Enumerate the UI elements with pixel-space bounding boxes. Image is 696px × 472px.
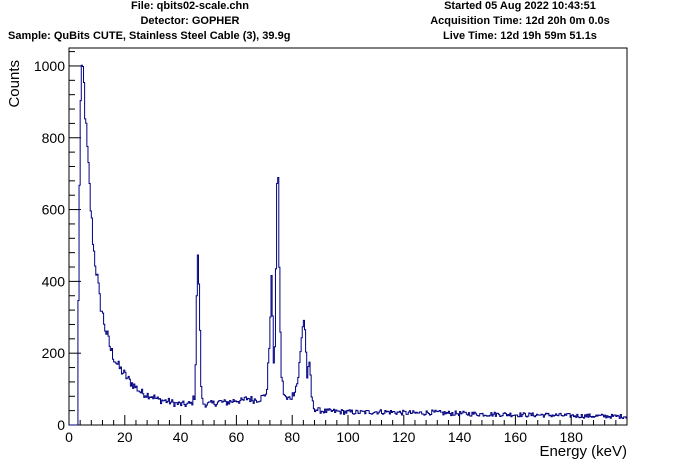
x-tick-label: 0	[65, 429, 73, 445]
x-tick-label: 100	[336, 429, 360, 445]
x-tick-label: 60	[229, 429, 245, 445]
x-tick-label: 20	[117, 429, 133, 445]
x-tick-label: 80	[284, 429, 300, 445]
y-tick-label: 400	[42, 273, 66, 289]
y-tick-label: 1000	[34, 58, 65, 74]
header-file: File: qbits02-scale.chn	[131, 0, 249, 12]
series-0-line	[69, 64, 627, 426]
header-started: Started 05 Aug 2022 10:43:51	[444, 0, 596, 12]
y-tick-label: 800	[42, 130, 66, 146]
y-tick-label: 200	[42, 345, 66, 361]
x-tick-label: 140	[448, 429, 472, 445]
header-detector: Detector: GOPHER	[140, 15, 240, 27]
x-tick-label: 160	[504, 429, 528, 445]
plot-frame	[68, 47, 628, 426]
x-axis-title: Energy (keV)	[539, 443, 627, 460]
header-sample: Sample: QuBits CUTE, Stainless Steel Cab…	[8, 30, 291, 42]
y-axis-title: Counts	[6, 60, 23, 108]
y-tick-label: 0	[57, 417, 65, 433]
x-tick-label: 120	[392, 429, 416, 445]
labels: Energy (keV) Counts	[6, 60, 627, 460]
x-tick-label: 40	[173, 429, 189, 445]
series-layer	[69, 64, 627, 426]
axes: 0 20 40 60 80 100 120 140 160 180 0 200 400 600 800 100…	[34, 47, 628, 445]
x-tick-label: 180	[560, 429, 584, 445]
y-tick-label: 600	[42, 202, 66, 218]
header-acquisition: Acquisition Time: 12d 20h 0m 0.0s	[430, 15, 610, 27]
header-live-time: Live Time: 12d 19h 59m 51.1s	[443, 30, 597, 42]
